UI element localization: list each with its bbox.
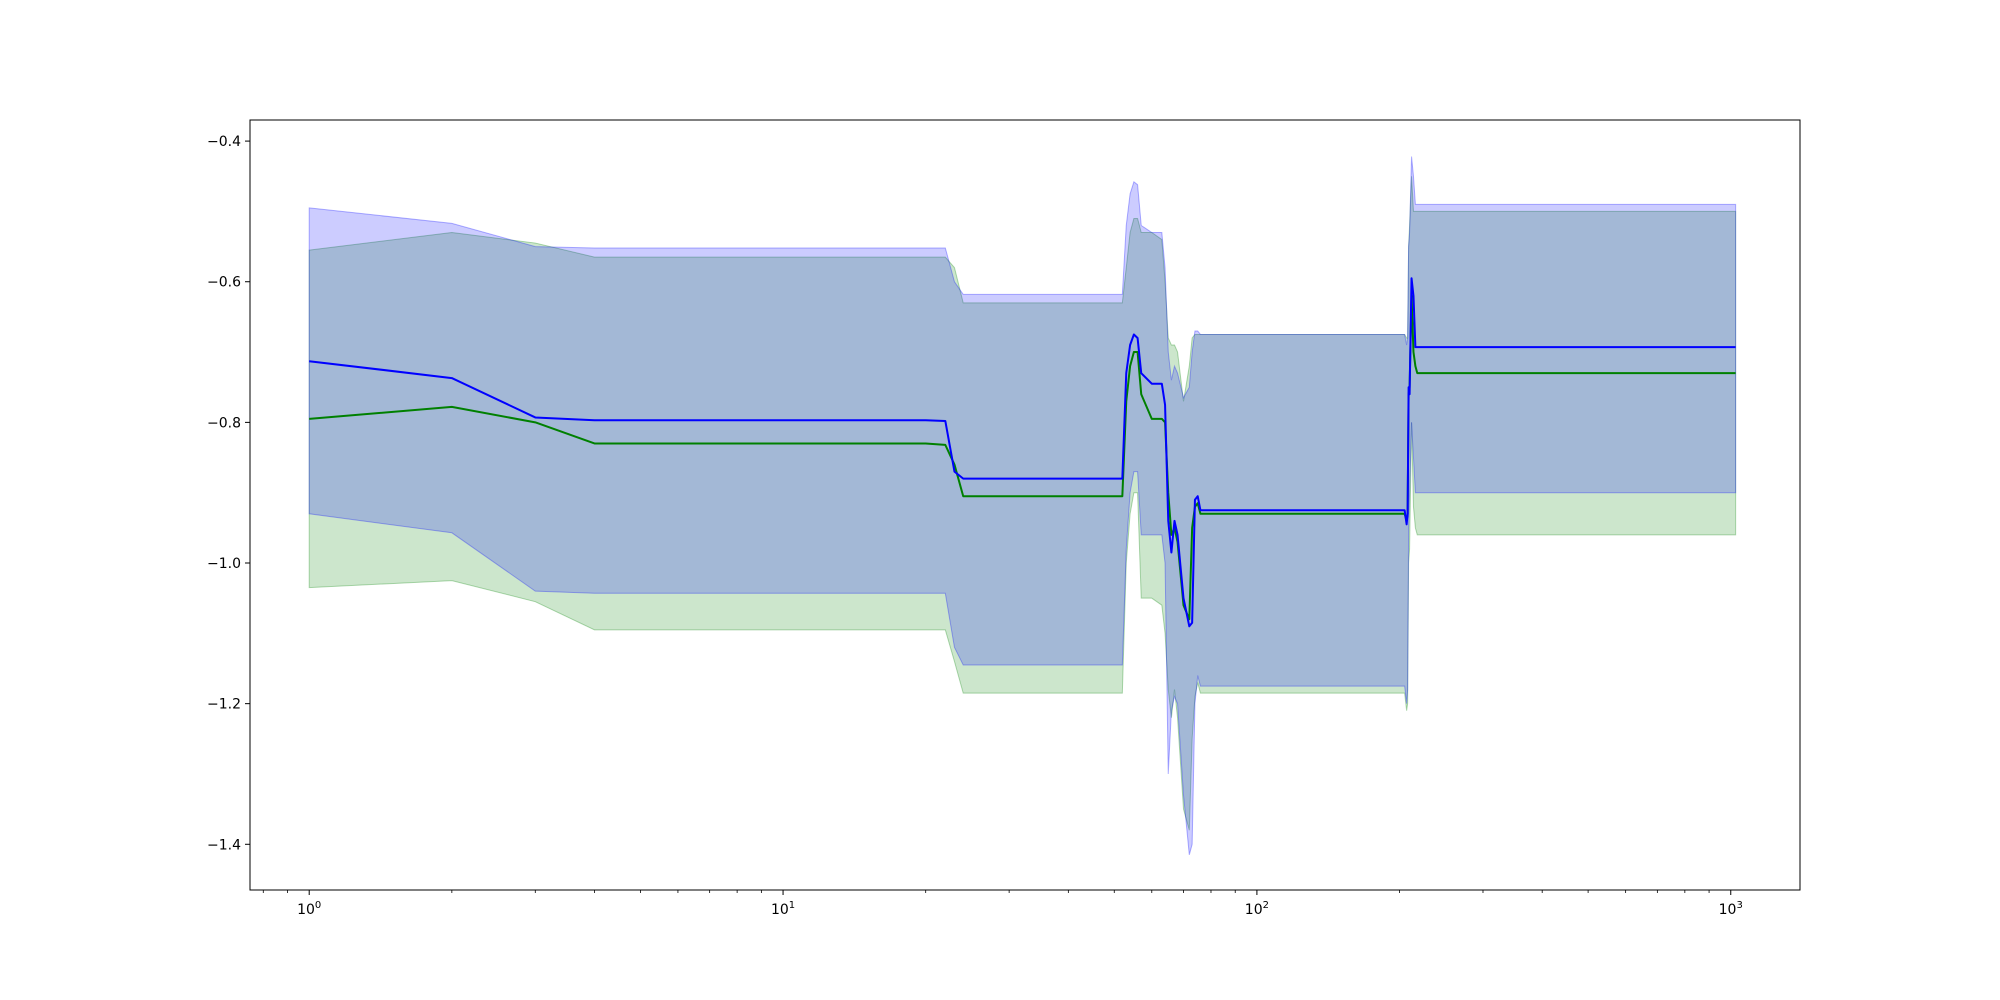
y-tick-label: −1.0	[207, 556, 241, 572]
y-axis-ticks: −1.4 −1.2 −1.0 −0.8 −0.6 −0.4	[207, 134, 250, 853]
series-lines	[309, 277, 1736, 628]
series-2-band	[308, 156, 1737, 855]
confidence-bands	[308, 156, 1737, 855]
x-tick-label: 102	[1245, 900, 1269, 918]
x-tick-label: 103	[1719, 900, 1743, 918]
x-tick-label: 101	[771, 900, 795, 918]
y-tick-label: −0.4	[207, 134, 241, 150]
x-axis-ticks: 100 101 102 103	[262, 890, 1743, 918]
y-tick-label: −0.6	[207, 275, 241, 291]
y-tick-label: −0.8	[207, 415, 241, 431]
series-2-line	[309, 277, 1736, 628]
y-tick-label: −1.4	[207, 837, 241, 853]
series-1-band	[308, 176, 1737, 831]
y-tick-label: −1.2	[207, 697, 241, 713]
x-tick-label: 100	[297, 900, 321, 918]
plot-area-frame	[249, 119, 1801, 891]
